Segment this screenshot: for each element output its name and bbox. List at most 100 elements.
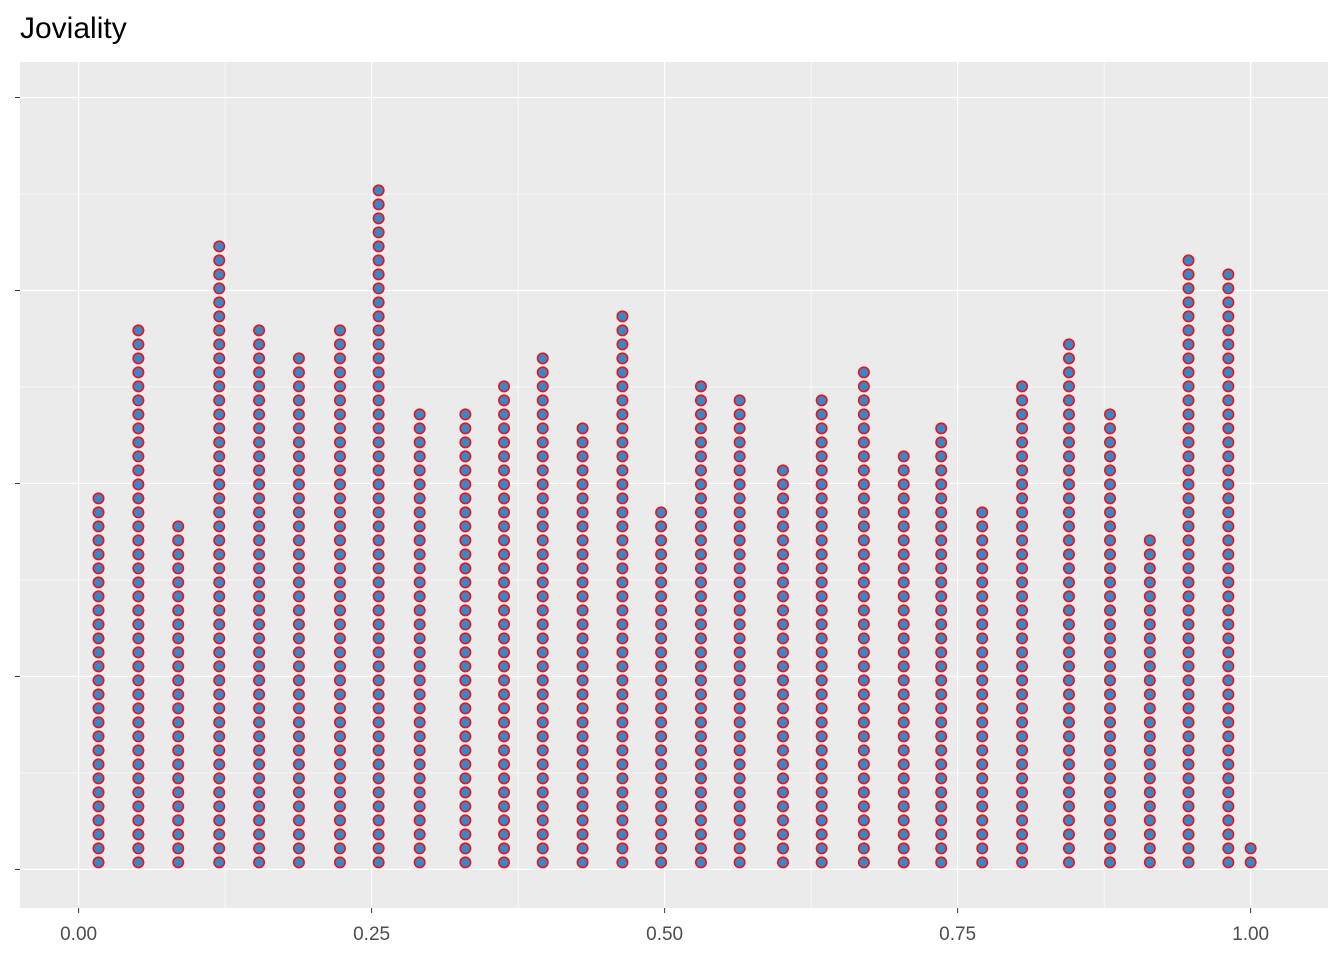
dot [459, 492, 472, 505]
dot [733, 842, 746, 855]
dot [1062, 478, 1075, 491]
dot [172, 702, 185, 715]
dot [1062, 520, 1075, 533]
dot [1062, 548, 1075, 561]
dot [815, 618, 828, 631]
dot [459, 408, 472, 421]
dot [413, 828, 426, 841]
dot [1222, 646, 1235, 659]
dot [372, 352, 385, 365]
dot [459, 520, 472, 533]
dot [333, 464, 346, 477]
dot [1182, 366, 1195, 379]
dot [1182, 646, 1195, 659]
dot [1104, 730, 1117, 743]
dot [213, 716, 226, 729]
dot [1062, 730, 1075, 743]
dot [815, 786, 828, 799]
dot [1062, 534, 1075, 547]
dot [1222, 282, 1235, 295]
dot-stack [576, 422, 589, 869]
dot [372, 842, 385, 855]
dot [616, 534, 629, 547]
dot [333, 688, 346, 701]
dot [976, 772, 989, 785]
dot [776, 702, 789, 715]
dot [935, 464, 948, 477]
dot [292, 786, 305, 799]
dot [498, 436, 511, 449]
dot [132, 702, 145, 715]
dot [372, 324, 385, 337]
dot [536, 842, 549, 855]
dot [935, 478, 948, 491]
dot [213, 646, 226, 659]
dot [897, 604, 910, 617]
dot [694, 856, 707, 869]
dot [1182, 632, 1195, 645]
dot [576, 814, 589, 827]
dot [213, 492, 226, 505]
dot [1143, 576, 1156, 589]
dot [132, 828, 145, 841]
dot [935, 856, 948, 869]
dot [372, 422, 385, 435]
dot [1062, 828, 1075, 841]
dot [1104, 744, 1117, 757]
dot [1143, 688, 1156, 701]
dot [372, 212, 385, 225]
dot [498, 786, 511, 799]
dot [459, 464, 472, 477]
dot [576, 618, 589, 631]
dot [776, 506, 789, 519]
dot [616, 828, 629, 841]
dot [776, 688, 789, 701]
dot [815, 674, 828, 687]
dot [213, 282, 226, 295]
dot [498, 548, 511, 561]
dot [1062, 422, 1075, 435]
dot [576, 786, 589, 799]
dot [292, 492, 305, 505]
dot [372, 506, 385, 519]
dot [292, 646, 305, 659]
dot [1016, 464, 1029, 477]
dot [253, 828, 266, 841]
dot [1222, 310, 1235, 323]
dot [1016, 744, 1029, 757]
dot [536, 730, 549, 743]
dot [132, 450, 145, 463]
dot [213, 240, 226, 253]
dot [935, 660, 948, 673]
dot [413, 772, 426, 785]
dot [372, 408, 385, 421]
dot [536, 422, 549, 435]
dot [292, 436, 305, 449]
dot [92, 716, 105, 729]
dot [1182, 352, 1195, 365]
dot [92, 660, 105, 673]
dot [857, 716, 870, 729]
dot [976, 590, 989, 603]
dot-stack [776, 464, 789, 869]
dot [292, 604, 305, 617]
dot [1104, 772, 1117, 785]
dot [253, 758, 266, 771]
dot-stack [694, 380, 707, 869]
dot [92, 842, 105, 855]
dot [897, 674, 910, 687]
dot [213, 422, 226, 435]
dot-stack [616, 310, 629, 869]
dot [694, 506, 707, 519]
dot [213, 604, 226, 617]
dot [576, 688, 589, 701]
dot [1182, 506, 1195, 519]
dot [694, 632, 707, 645]
dot [857, 786, 870, 799]
dot [694, 842, 707, 855]
dot [576, 660, 589, 673]
x-tick-label: 1.00 [1232, 924, 1269, 945]
dot [459, 786, 472, 799]
dot [132, 744, 145, 757]
dot [1104, 506, 1117, 519]
